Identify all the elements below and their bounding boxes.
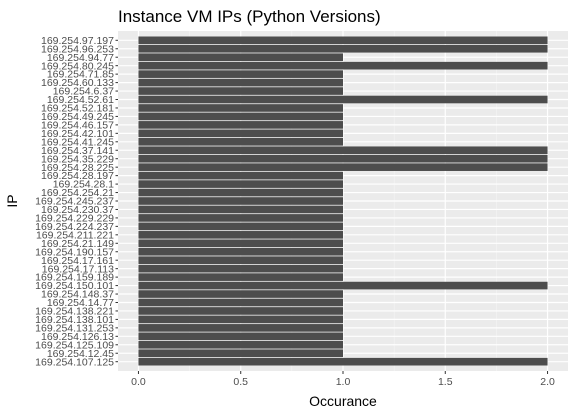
x-tick-label: 0.0 [131,376,146,388]
bar [138,121,343,129]
bar [138,180,343,188]
y-tick-label: 169.254.21.149 [41,238,114,250]
x-axis-title: Occurance [309,393,377,409]
y-tick-label: 169.254.52.61 [47,94,114,106]
y-tick-label: 169.254.96.253 [41,43,114,55]
y-tick-label: 169.254.245.237 [35,196,114,208]
y-tick-label: 169.254.159.189 [35,272,114,284]
y-tick-label: 169.254.46.157 [41,119,114,131]
y-tick-label: 169.254.138.221 [35,306,114,318]
y-tick-label: 169.254.131.253 [35,322,114,334]
y-tick-label: 169.254.14.77 [47,297,114,309]
x-tick-label: 1.5 [438,376,453,388]
bar [138,332,343,341]
y-tick-label: 169.254.28.1 [53,179,114,191]
y-tick-label: 169.254.52.181 [41,103,114,115]
y-tick-label: 169.254.229.229 [35,213,114,225]
bar [138,95,548,104]
y-axis-title: IP [4,194,20,207]
x-tick-labels: 0.0 0.5 1.0 1.5 2.0 [131,376,555,388]
y-tick-label: 169.254.17.113 [42,263,114,275]
y-tick-label: 169.254.138.101 [35,314,114,326]
y-tick-label: 169.254.94.77 [47,52,114,64]
y-tick-label: 169.254.148.37 [41,289,114,301]
bar [138,188,343,197]
y-tick-labels: 169.254.97.197169.254.96.253169.254.94.7… [35,35,114,368]
y-tick-label: 169.254.17.161 [41,255,114,267]
y-tick-label: 169.254.125.109 [35,339,114,351]
y-tick-label: 169.254.80.245 [41,60,114,72]
y-tick-label: 169.254.49.245 [41,111,114,123]
bar [138,36,548,45]
y-tick-label: 169.254.41.245 [41,136,114,148]
y-tick-label: 169.254.71.85 [47,69,114,81]
bar [138,340,343,349]
bar [138,112,343,121]
y-tick-label: 169.254.60.133 [41,77,114,89]
bar [138,205,343,214]
y-tick-label: 169.254.97.197 [41,35,114,47]
x-tick-label: 2.0 [540,376,555,388]
bar [138,357,548,366]
y-tick-label: 169.254.35.229 [41,153,114,165]
bar [138,129,343,138]
y-tick-label: 169.254.42.101 [41,128,114,140]
bar [138,70,343,78]
y-tick-label: 169.254.224.237 [35,221,114,233]
y-tick-label: 169.254.190.157 [35,246,114,258]
bar [138,78,343,87]
y-tick-label: 169.254.28.225 [41,162,114,174]
bar [138,171,343,180]
y-tick-label: 169.254.6.37 [53,86,114,98]
x-tick-label: 1.0 [336,376,351,388]
bars [138,36,548,366]
bar [138,307,343,315]
bar [138,61,548,70]
y-tick-label: 169.254.254.21 [41,187,114,199]
bar [138,264,343,273]
bar [138,163,548,171]
chart-title: Instance VM IPs (Python Versions) [118,7,381,26]
bar [138,154,548,163]
bar [138,256,343,265]
bar [138,290,343,298]
bar [138,281,548,290]
bar [138,315,343,324]
bar [138,239,343,248]
y-tick-label: 169.254.230.37 [41,204,114,216]
y-tick-label: 169.254.211.221 [36,229,114,241]
x-tick-marks [137,371,549,374]
y-tick-label: 169.254.150.101 [35,280,114,292]
y-tick-label: 169.254.107.125 [35,356,114,368]
bar [138,146,548,155]
y-tick-label: 169.254.37.141 [41,145,114,157]
bar [138,231,343,239]
bar [138,104,343,112]
bar [138,137,343,146]
y-tick-marks [115,39,118,363]
x-tick-label: 0.5 [233,376,248,388]
bar [138,197,343,205]
bar [138,298,343,307]
bar [138,273,343,281]
bar [138,247,343,256]
bar [138,349,343,358]
bar [138,87,343,95]
y-tick-label: 169.254.126.13 [41,331,114,343]
bar [138,324,343,332]
bar [138,214,343,222]
bar [138,44,548,53]
bar [138,222,343,231]
y-tick-label: 169.254.28.197 [41,170,114,182]
bar [138,53,343,62]
y-tick-label: 169.254.12.45 [47,348,114,360]
